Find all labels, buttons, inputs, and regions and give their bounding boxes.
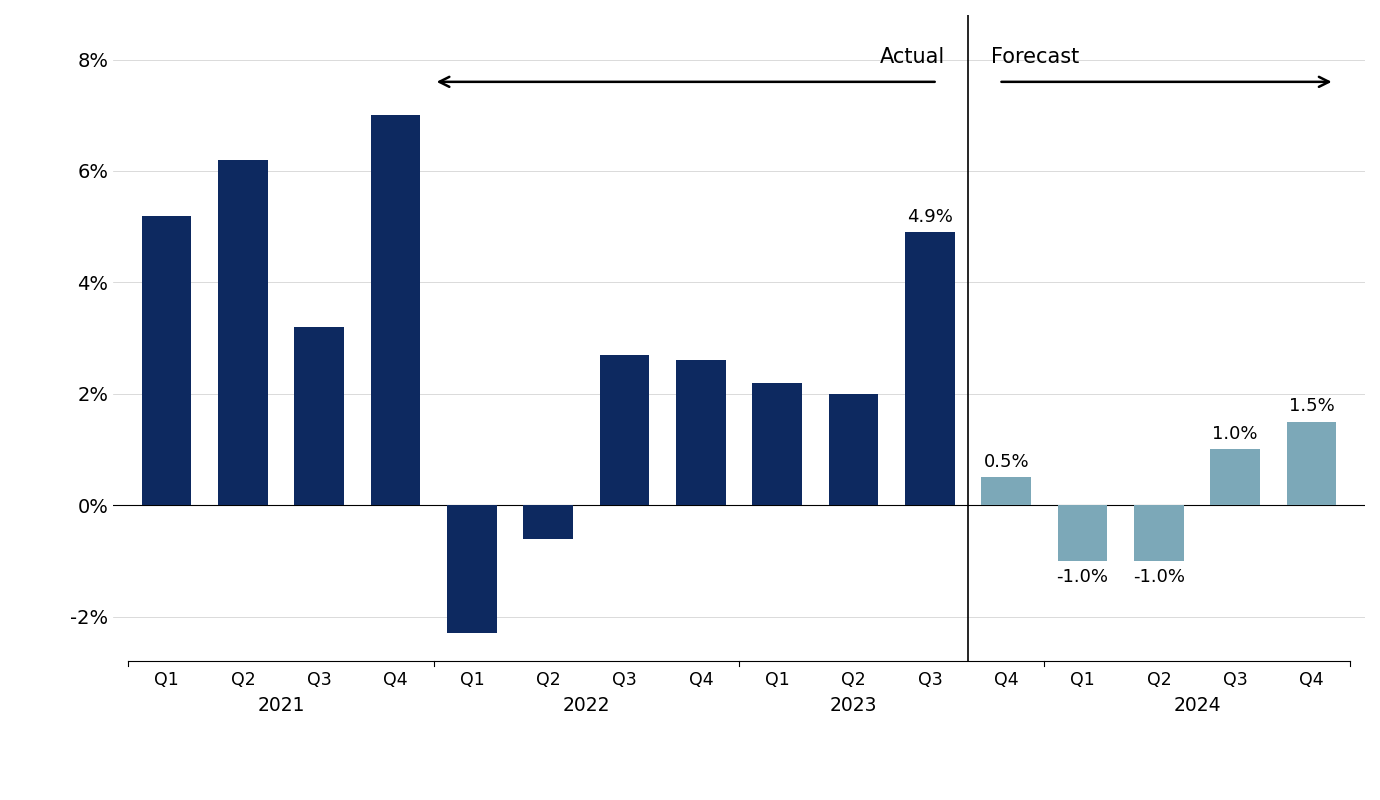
Bar (829, 394, 879, 505)
Bar (523, 505, 573, 538)
Text: Q2: Q2 (1147, 671, 1172, 689)
Text: Q2: Q2 (842, 671, 867, 689)
Bar (1134, 505, 1184, 561)
Text: 2022: 2022 (563, 696, 610, 714)
Bar (1210, 450, 1260, 505)
Bar (676, 360, 726, 505)
Text: 2024: 2024 (1173, 696, 1221, 714)
Bar (447, 505, 497, 634)
Text: 1.5%: 1.5% (1289, 397, 1334, 415)
Bar (981, 478, 1031, 505)
Text: 0.5%: 0.5% (984, 453, 1029, 470)
Text: Q3: Q3 (918, 671, 943, 689)
Text: 4.9%: 4.9% (907, 207, 952, 226)
Text: Q3: Q3 (306, 671, 331, 689)
Bar (218, 160, 268, 505)
Bar (142, 215, 192, 505)
Text: Q2: Q2 (230, 671, 255, 689)
Bar (905, 232, 955, 505)
Text: Q3: Q3 (613, 671, 638, 689)
Text: 2021: 2021 (257, 696, 305, 714)
Text: 2023: 2023 (829, 696, 878, 714)
Text: Actual: Actual (880, 46, 945, 66)
Bar (752, 382, 802, 505)
Text: Q1: Q1 (460, 671, 484, 689)
Text: -1.0%: -1.0% (1057, 567, 1108, 586)
Text: -1.0%: -1.0% (1133, 567, 1185, 586)
Text: Q4: Q4 (689, 671, 713, 689)
Text: 1.0%: 1.0% (1213, 425, 1259, 442)
Text: Q4: Q4 (384, 671, 408, 689)
Bar (1286, 422, 1336, 505)
Bar (294, 327, 344, 505)
Text: Q1: Q1 (765, 671, 789, 689)
Text: Q1: Q1 (155, 671, 179, 689)
Bar (600, 354, 650, 505)
Text: Q4: Q4 (994, 671, 1018, 689)
Text: Q4: Q4 (1299, 671, 1323, 689)
Bar (371, 115, 421, 505)
Text: Q2: Q2 (535, 671, 560, 689)
Text: Q1: Q1 (1071, 671, 1094, 689)
Text: Q3: Q3 (1223, 671, 1248, 689)
Bar (1058, 505, 1107, 561)
Text: Forecast: Forecast (991, 46, 1079, 66)
